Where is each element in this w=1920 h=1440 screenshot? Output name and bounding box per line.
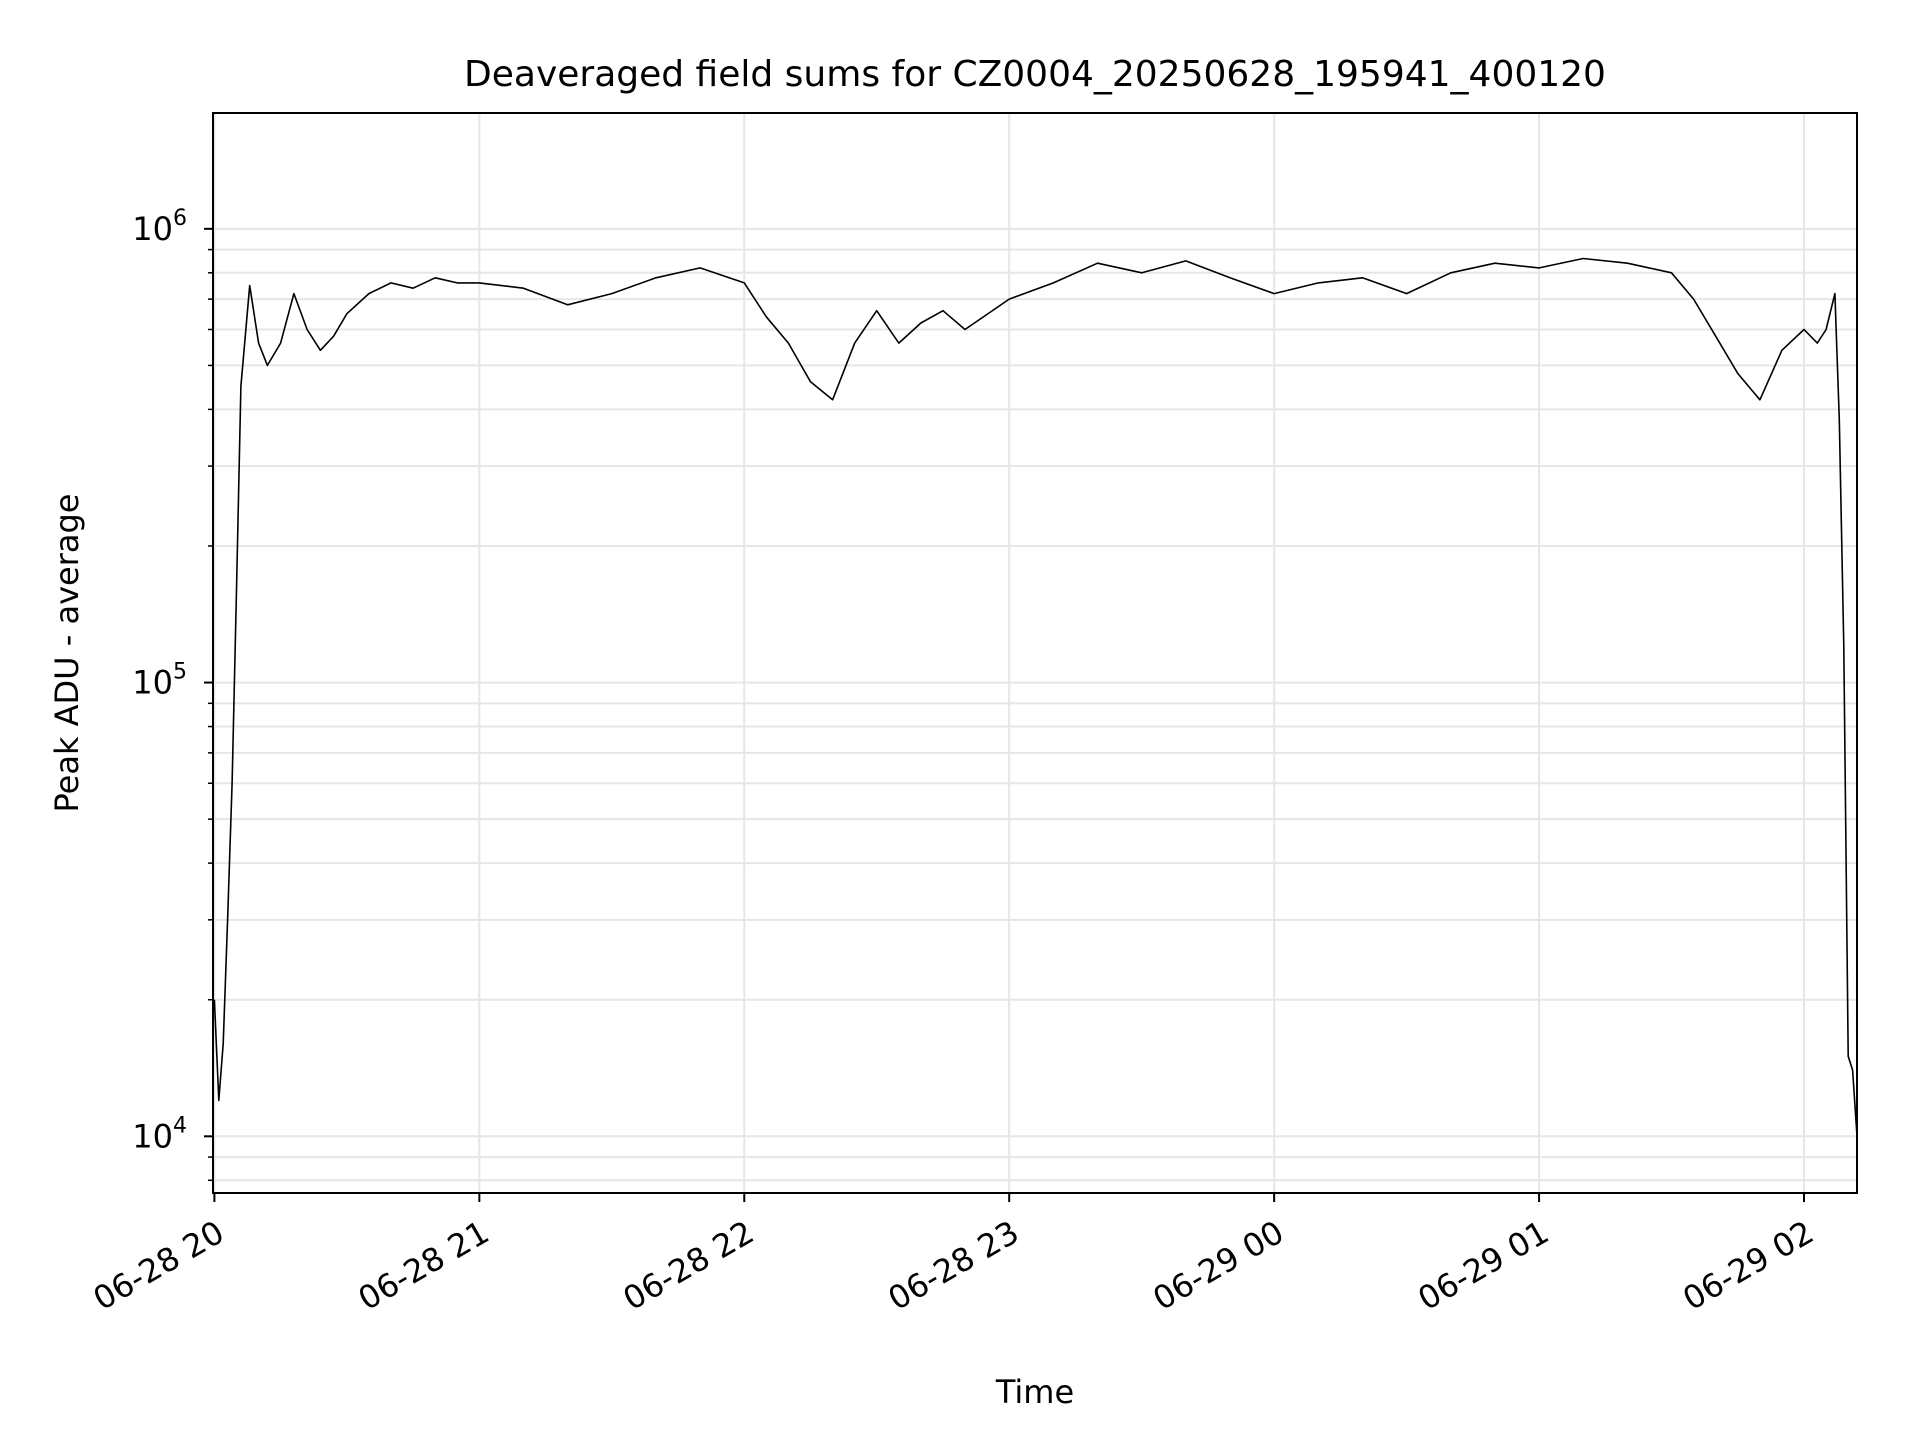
y-tick-label: 104 (132, 1113, 187, 1155)
series-line (213, 257, 1858, 1137)
y-tick-label: 105 (132, 660, 187, 702)
x-axis-label: Time (995, 1373, 1074, 1411)
y-tick-label: 106 (132, 206, 187, 248)
y-axis-label: Peak ADU - average (48, 494, 86, 813)
y-axis-ticks: 104 105 106 (132, 206, 213, 1182)
series-layer (213, 257, 1858, 1137)
chart-title: Deaveraged field sums for CZ0004_2025062… (464, 54, 1606, 95)
major-gridlines (213, 113, 1857, 1193)
minor-gridlines (213, 248, 1857, 1182)
plot-frame (212, 112, 1858, 1194)
